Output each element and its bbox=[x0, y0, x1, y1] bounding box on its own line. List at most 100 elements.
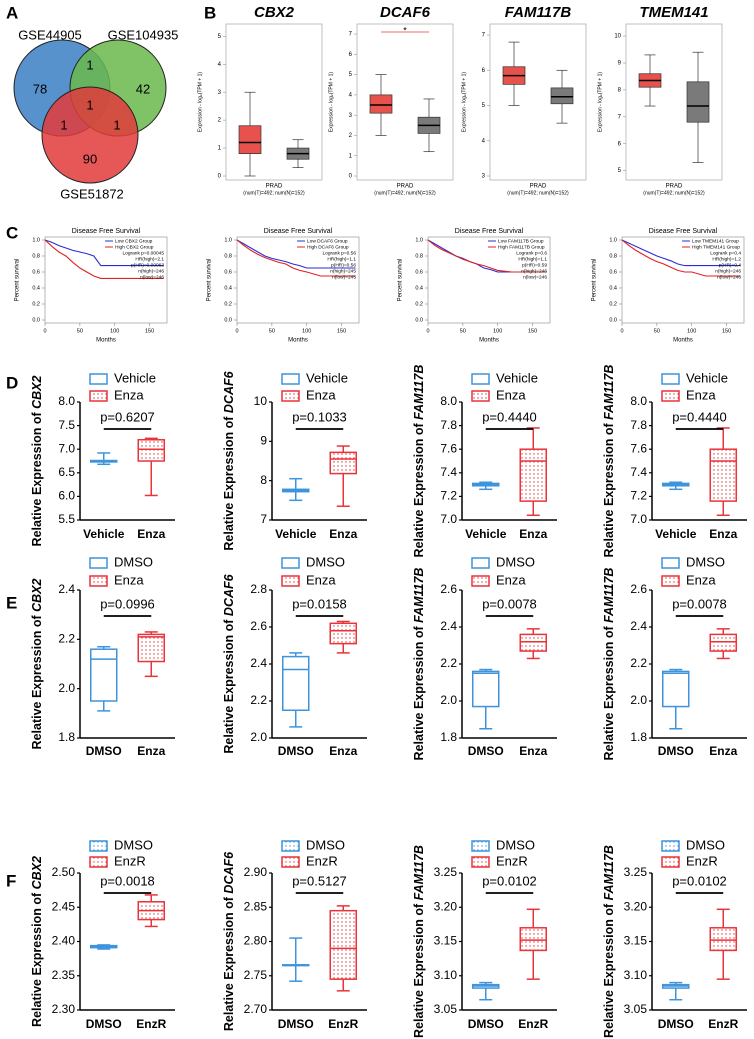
x-tick-label: Vehicle bbox=[465, 527, 507, 541]
plot-frame bbox=[621, 236, 745, 324]
y-tick-label: 6 bbox=[349, 52, 353, 58]
y-tick-label: 10 bbox=[614, 34, 621, 40]
y-tick-label: 3.10 bbox=[434, 968, 458, 982]
y-tick-label: 3.05 bbox=[624, 1002, 648, 1016]
box bbox=[472, 670, 500, 708]
legend-label: Low FAM117B Group bbox=[498, 238, 544, 244]
x-tick-label: 50 bbox=[460, 328, 466, 334]
x-tick-label: Enza bbox=[519, 527, 547, 541]
y-label: Relative Expression of DCAF6 bbox=[222, 370, 236, 550]
y-tick-label: 2.50 bbox=[52, 865, 76, 879]
subtitle: (num(T)=492; num(N)=152) bbox=[243, 190, 305, 196]
y-tick-label: 2.2 bbox=[630, 656, 647, 670]
box bbox=[550, 87, 574, 105]
x-tick-label: 0 bbox=[426, 328, 429, 334]
y-tick-label: 4 bbox=[482, 138, 486, 144]
y-tick-label: 4 bbox=[349, 92, 353, 98]
y-tick-label: 2.4 bbox=[440, 619, 457, 633]
panel-label: F bbox=[6, 871, 16, 890]
x-tick-label: Enza bbox=[329, 744, 357, 758]
p-value: p=0.6207 bbox=[100, 409, 155, 424]
y-tick-label: 1.0 bbox=[224, 237, 232, 243]
stat-text: n(high)=246 bbox=[521, 268, 547, 274]
legend-swatch bbox=[471, 856, 490, 868]
x-tick-label: 150 bbox=[145, 328, 154, 334]
y-tick-label: 0.2 bbox=[415, 301, 423, 307]
plot-frame bbox=[44, 236, 168, 324]
region-count: 1 bbox=[60, 117, 67, 132]
box bbox=[519, 633, 547, 652]
box bbox=[282, 655, 310, 711]
y-label: Expression - log₂(TPM + 1) bbox=[461, 72, 467, 132]
legend-label: High TMEM141 Group bbox=[692, 244, 740, 250]
y-tick-label: 0.0 bbox=[224, 317, 232, 323]
y-tick-label: 2.2 bbox=[440, 656, 457, 670]
y-tick-label: 0.4 bbox=[32, 285, 40, 291]
survival-curve bbox=[621, 239, 741, 267]
x-tick-label: DMSO bbox=[86, 1017, 122, 1031]
y-tick-label: 3 bbox=[218, 90, 222, 96]
y-tick-label: 0.6 bbox=[609, 269, 617, 275]
y-tick-label: 2.35 bbox=[52, 968, 76, 982]
y-tick-label: 2.90 bbox=[244, 865, 268, 879]
x-tick-label: Enza bbox=[709, 527, 737, 541]
stat-text: Logrank p=0.56 bbox=[323, 250, 357, 256]
box bbox=[329, 909, 357, 980]
legend-swatch bbox=[89, 856, 108, 868]
x-tick-label: DMSO bbox=[278, 744, 314, 758]
box bbox=[137, 439, 165, 462]
y-tick-label: 0.0 bbox=[415, 317, 423, 323]
y-tick-label: 7 bbox=[482, 33, 486, 39]
legend-label: Enza bbox=[496, 387, 526, 402]
legend-swatch bbox=[281, 575, 300, 587]
y-tick-label: 1.0 bbox=[609, 237, 617, 243]
y-tick-label: 3 bbox=[349, 113, 353, 119]
p-value: p=0.0102 bbox=[672, 873, 727, 888]
survival-curve bbox=[236, 239, 356, 277]
y-tick-label: 0.0 bbox=[609, 317, 617, 323]
survival-curve bbox=[427, 239, 547, 273]
y-tick-label: 6.0 bbox=[58, 489, 75, 503]
box bbox=[686, 81, 710, 123]
region-count: 1 bbox=[113, 117, 120, 132]
x-tick-label: 100 bbox=[110, 328, 119, 334]
y-tick-label: 5 bbox=[349, 72, 353, 78]
y-tick-label: 1.0 bbox=[32, 237, 40, 243]
y-tick-label: 7.6 bbox=[630, 441, 647, 455]
y-tick-label: 2.6 bbox=[250, 619, 267, 633]
plot-frame bbox=[489, 23, 587, 181]
y-tick-label: 4 bbox=[218, 62, 222, 68]
stat-text: HR(high)=2.1 bbox=[135, 256, 164, 262]
y-label-gene: CBX2 bbox=[30, 578, 44, 611]
y-tick-label: 0.6 bbox=[32, 269, 40, 275]
y-tick-label: 5.5 bbox=[58, 512, 75, 526]
y-tick-label: 0.8 bbox=[415, 253, 423, 259]
y-label-text: Relative Expression of bbox=[412, 626, 426, 761]
y-tick-label: 0.8 bbox=[224, 253, 232, 259]
box bbox=[519, 927, 547, 952]
y-label: Relative Expression of FAM117B bbox=[602, 365, 616, 558]
p-value: p=0.0078 bbox=[672, 596, 727, 611]
legend-label: EnzR bbox=[496, 853, 528, 868]
legend-swatch bbox=[89, 390, 108, 402]
stat-text: n(high)=246 bbox=[715, 268, 741, 274]
p-value: p=0.1033 bbox=[292, 409, 347, 424]
x-label: Months bbox=[673, 338, 693, 344]
stat-text: HR(high)=1.2 bbox=[712, 256, 741, 262]
chart-title: Disease Free Survival bbox=[72, 228, 141, 235]
panel-label: D bbox=[6, 373, 18, 392]
y-tick-label: 1 bbox=[349, 153, 353, 159]
y-tick-label: 2.80 bbox=[244, 934, 268, 948]
y-tick-label: 1 bbox=[218, 146, 222, 152]
legend-label: High DCAF6 Group bbox=[307, 244, 349, 250]
y-tick-label: 3.05 bbox=[434, 1002, 458, 1016]
y-tick-label: 7.2 bbox=[440, 489, 457, 503]
x-tick-label: Enza bbox=[329, 527, 357, 541]
legend-label: Enza bbox=[114, 387, 144, 402]
y-label-gene: DCAF6 bbox=[222, 573, 236, 616]
y-tick-label: 2.85 bbox=[244, 899, 268, 913]
x-tick-label: EnzR bbox=[136, 1017, 166, 1031]
y-label: Percent survival bbox=[15, 259, 21, 302]
legend-label: Enza bbox=[306, 387, 336, 402]
y-label: Relative Expression of FAM117B bbox=[602, 568, 616, 761]
